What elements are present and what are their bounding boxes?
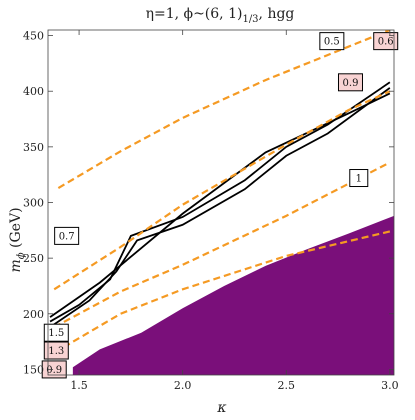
contour-label-text: 0.7: [59, 231, 75, 242]
y-tick-label: 300: [23, 197, 44, 210]
x-tick-label: 1.5: [70, 379, 88, 392]
contour-label-1: 0.6: [373, 32, 399, 51]
dashed-contour-5: [53, 161, 391, 329]
contour-label-4: 0.7: [54, 226, 80, 245]
x-axis: 1.5 2.0 2.5 3.0: [70, 30, 399, 392]
contour-label-6: 1.3: [43, 341, 69, 360]
plot-area: 0.5 0.6 0.9 1 0.7 1.5 1.3 0.9: [41, 30, 399, 379]
contour-label-text: 0.6: [378, 37, 394, 48]
x-tick-label: 2.5: [278, 379, 296, 392]
contour-label-text: 0.9: [343, 78, 359, 89]
y-tick-label: 350: [23, 141, 44, 154]
y-axis: 150 200 250 300 350 400 450: [23, 30, 394, 376]
contour-label-text: 1.3: [48, 346, 64, 357]
y-tick-label: 150: [23, 363, 44, 376]
contour-label-text: 1: [356, 174, 362, 185]
y-axis-label: mϕ (GeV): [8, 207, 27, 272]
solid-contour-0: [49, 92, 391, 318]
solid-contour-1: [49, 81, 391, 323]
y-tick-label: 250: [23, 252, 44, 265]
y-tick-label: 200: [23, 308, 44, 321]
solid-contour-2: [49, 87, 391, 328]
contour-label-5: 1.5: [43, 323, 69, 342]
contour-label-2: 0.9: [337, 73, 363, 92]
x-tick-label: 2.0: [174, 379, 192, 392]
contour-label-3: 1: [349, 169, 369, 188]
excluded-region: [72, 215, 394, 375]
contour-label-0: 0.5: [319, 32, 345, 51]
contour-label-text: 0.5: [324, 37, 340, 48]
y-tick-label: 450: [23, 30, 44, 43]
dashed-contour-3: [57, 30, 391, 189]
chart-title: η=1, ϕ~(6, 1)1/3, hgg: [146, 6, 295, 25]
dashed-contour-6: [53, 230, 391, 354]
contour-label-text: 0.9: [46, 365, 62, 376]
y-tick-label: 400: [23, 85, 44, 98]
x-axis-label: κ: [216, 400, 226, 416]
x-tick-label: 3.0: [381, 379, 399, 392]
dashed-contour-4: [53, 90, 391, 291]
contour-label-text: 1.5: [48, 328, 64, 339]
